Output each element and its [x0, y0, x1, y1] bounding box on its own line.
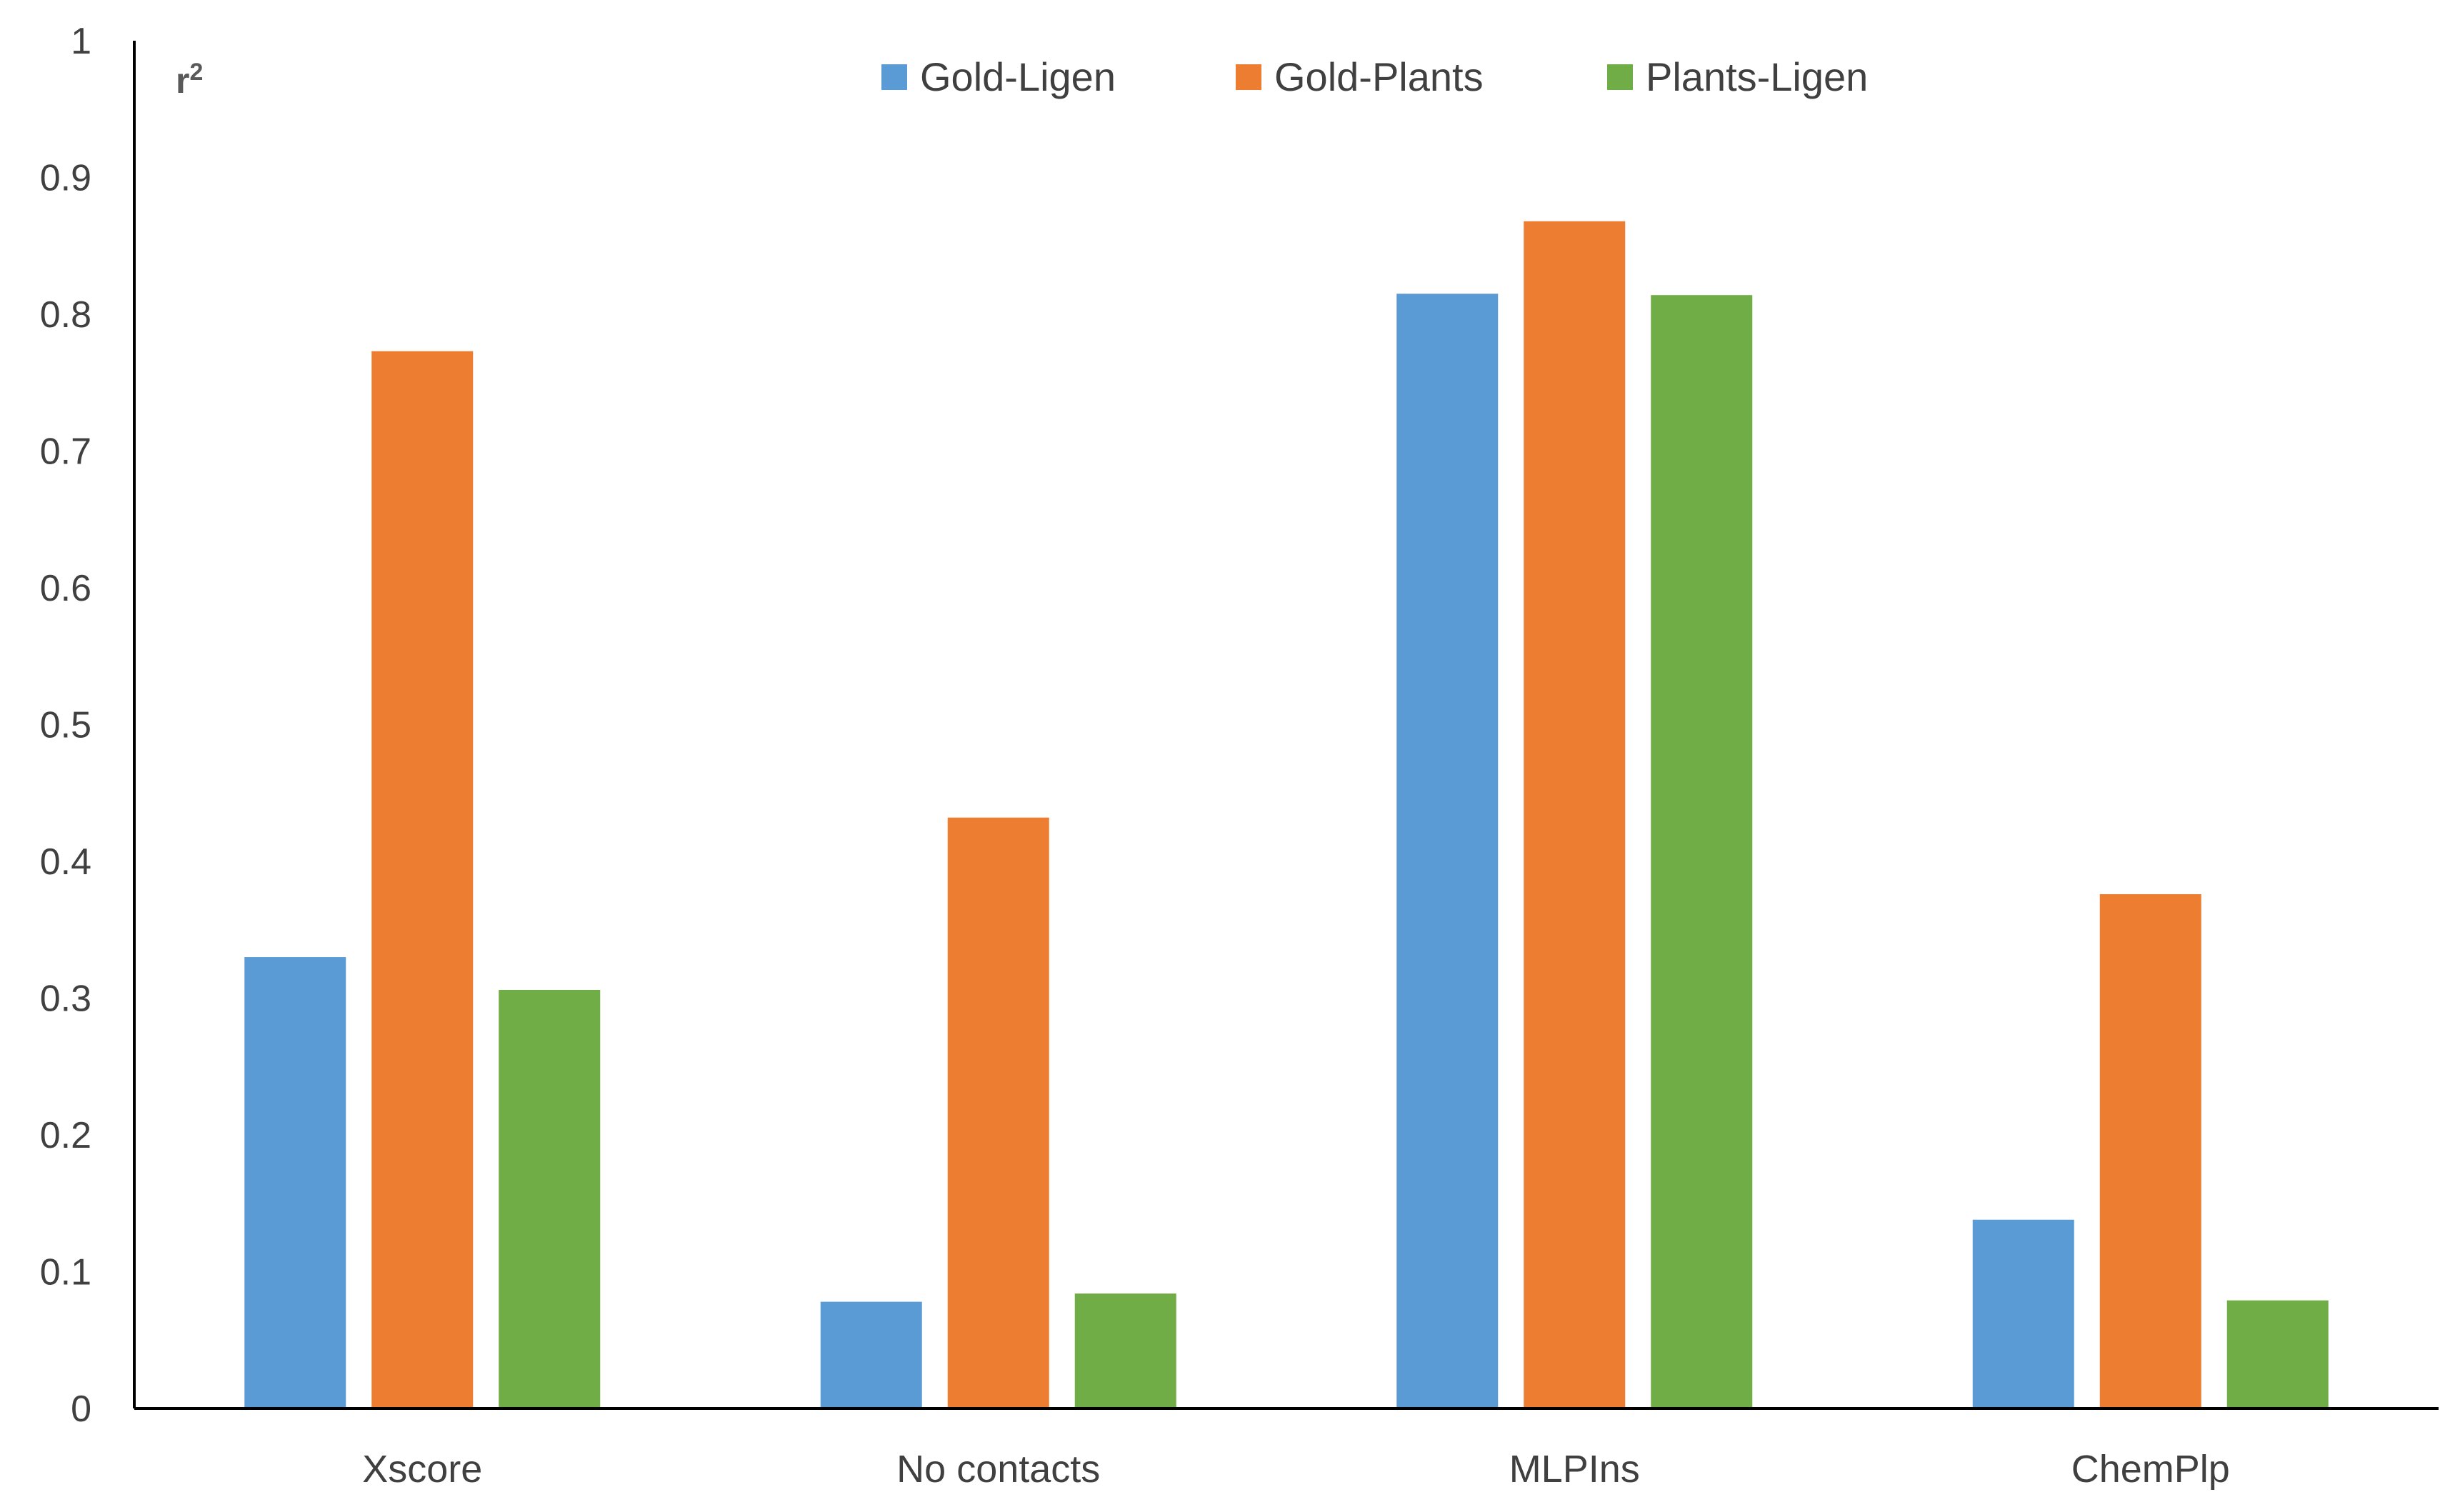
bar: [1651, 295, 1753, 1409]
legend-swatch: [1607, 64, 1633, 90]
y-tick-label: 0.6: [40, 568, 91, 609]
y-tick-label: 0.3: [40, 978, 91, 1020]
bar: [1972, 1219, 2074, 1408]
bar: [2226, 1300, 2329, 1408]
legend-label: Plants-Ligen: [1646, 54, 1868, 99]
bar: [1396, 294, 1499, 1408]
y-tick-label: 0: [71, 1388, 91, 1430]
y-tick-label: 0.5: [40, 705, 91, 746]
bar: [947, 817, 1049, 1408]
x-tick-label: MLPIns: [1509, 1448, 1640, 1491]
bar: [499, 990, 601, 1408]
x-tick-label: No contacts: [896, 1448, 1100, 1491]
y-axis-ticks: 0 0.1 0.2 0.3 0.4 0.5 0.6 0.7 0.8 0.9 1: [40, 21, 91, 1430]
bar: [820, 1301, 922, 1408]
y-tick-label: 0.4: [40, 841, 91, 883]
y-tick-label: 0.1: [40, 1252, 91, 1293]
x-axis-labels: Xscore No contacts MLPIns ChemPlp: [362, 1448, 2230, 1491]
bar: [244, 957, 346, 1408]
bar: [2099, 893, 2201, 1408]
legend-label: Gold-Ligen: [920, 54, 1116, 99]
y-tick-label: 1: [71, 21, 91, 62]
bar: [1524, 221, 1626, 1408]
x-tick-label: ChemPlp: [2071, 1448, 2230, 1491]
y-tick-label: 0.7: [40, 431, 91, 473]
y-axis-label-superscript: 2: [189, 59, 203, 86]
y-tick-label: 0.8: [40, 294, 91, 336]
y-axis-label: r2: [176, 59, 203, 101]
bar: [371, 351, 474, 1409]
y-tick-label: 0.2: [40, 1115, 91, 1156]
x-tick-label: Xscore: [362, 1448, 482, 1491]
bar: [1074, 1293, 1176, 1408]
legend-swatch: [881, 64, 907, 90]
legend-swatch: [1236, 64, 1261, 90]
legend-label: Gold-Plants: [1274, 54, 1484, 99]
bars: [244, 221, 2329, 1409]
legend: Gold-Ligen Gold-Plants Plants-Ligen: [881, 54, 1868, 99]
y-tick-label: 0.9: [40, 158, 91, 199]
y-axis-label-text: r: [176, 61, 189, 101]
